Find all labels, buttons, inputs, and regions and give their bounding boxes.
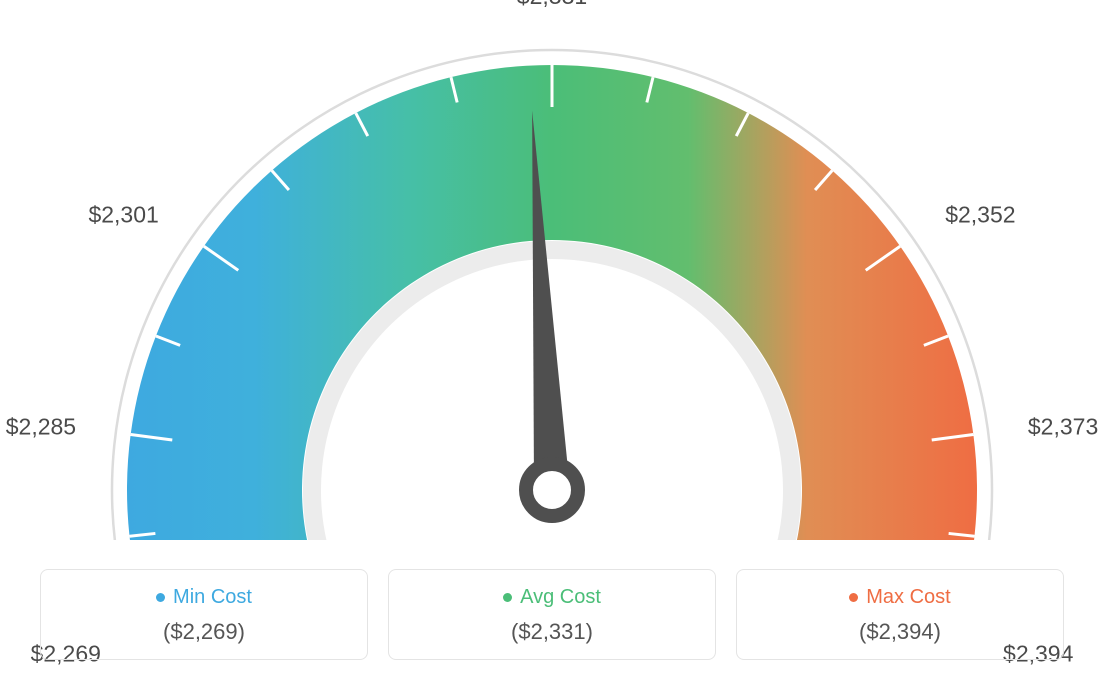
min-cost-card: Min Cost ($2,269) xyxy=(40,569,368,660)
dot-icon xyxy=(849,593,858,602)
dot-icon xyxy=(156,593,165,602)
min-cost-label: Min Cost xyxy=(173,586,252,609)
avg-cost-title: Avg Cost xyxy=(503,586,601,609)
max-cost-label: Max Cost xyxy=(866,586,950,609)
gauge: $2,269$2,285$2,301$2,331$2,352$2,373$2,3… xyxy=(0,0,1104,540)
gauge-tick-label: $2,301 xyxy=(88,201,158,228)
avg-cost-label: Avg Cost xyxy=(520,586,601,609)
dot-icon xyxy=(503,593,512,602)
avg-cost-card: Avg Cost ($2,331) xyxy=(388,569,716,660)
min-cost-value: ($2,269) xyxy=(61,619,347,645)
max-cost-value: ($2,394) xyxy=(757,619,1043,645)
gauge-svg xyxy=(0,0,1104,540)
gauge-tick-label: $2,331 xyxy=(517,0,587,10)
summary-cards: Min Cost ($2,269) Avg Cost ($2,331) Max … xyxy=(40,569,1064,660)
avg-cost-value: ($2,331) xyxy=(409,619,695,645)
max-cost-card: Max Cost ($2,394) xyxy=(736,569,1064,660)
gauge-tick-label: $2,373 xyxy=(1028,414,1098,441)
min-cost-title: Min Cost xyxy=(156,586,252,609)
gauge-tick-label: $2,285 xyxy=(6,414,76,441)
max-cost-title: Max Cost xyxy=(849,586,950,609)
gauge-tick-label: $2,352 xyxy=(945,201,1015,228)
